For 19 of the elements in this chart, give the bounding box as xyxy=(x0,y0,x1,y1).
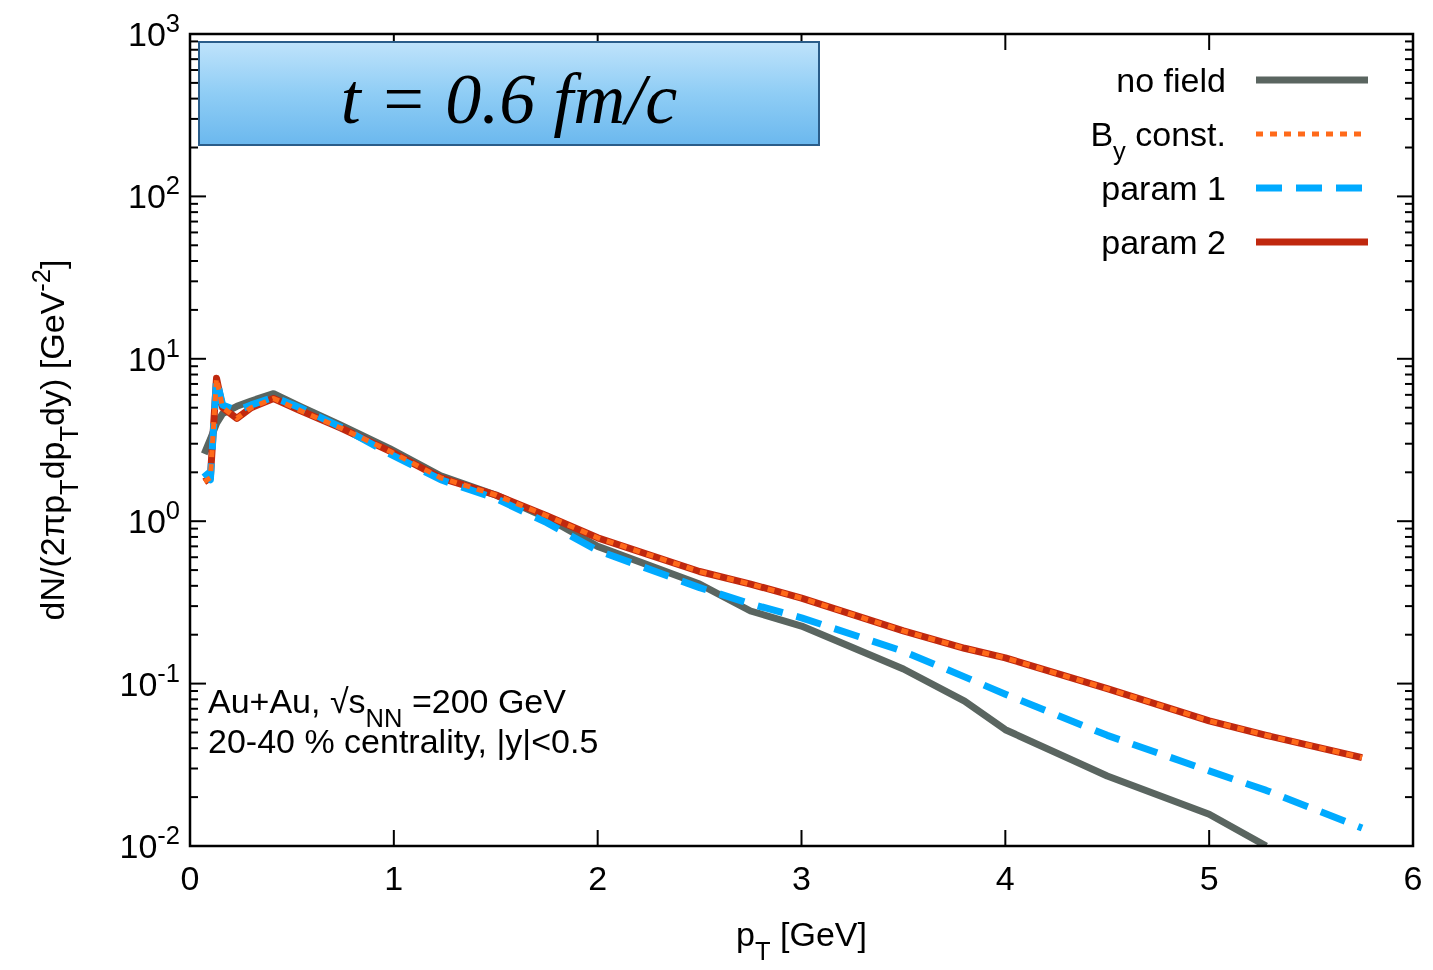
legend-label: B$_{y}$ const. xyxy=(1090,115,1226,165)
y-tick-label: 10$^{-1}$ xyxy=(119,658,180,703)
x-tick-label: 2 xyxy=(588,859,608,897)
x-axis-title: p$_{T}$ [GeV] xyxy=(736,915,867,965)
x-tick-label: 0 xyxy=(180,859,200,897)
x-tick-label: 4 xyxy=(995,859,1015,897)
legend-label: param 2 xyxy=(1101,223,1226,261)
legend-label: no field xyxy=(1116,61,1226,99)
y-tick-label: 10$^{2}$ xyxy=(127,171,180,216)
x-tick-label: 1 xyxy=(384,859,404,897)
legend-label: param 1 xyxy=(1101,169,1226,207)
y-tick-label: 10$^{-2}$ xyxy=(119,821,180,865)
chart-title: t = 0.6 fm/c xyxy=(340,59,678,139)
y-tick-label: 10$^{1}$ xyxy=(127,333,180,378)
x-tick-label: 5 xyxy=(1199,859,1219,897)
x-tick-label: 3 xyxy=(792,859,811,897)
y-tick-label: 10$^{3}$ xyxy=(127,9,180,53)
y-tick-label: 10$^{0}$ xyxy=(127,496,180,541)
x-tick-label: 6 xyxy=(1403,859,1423,897)
